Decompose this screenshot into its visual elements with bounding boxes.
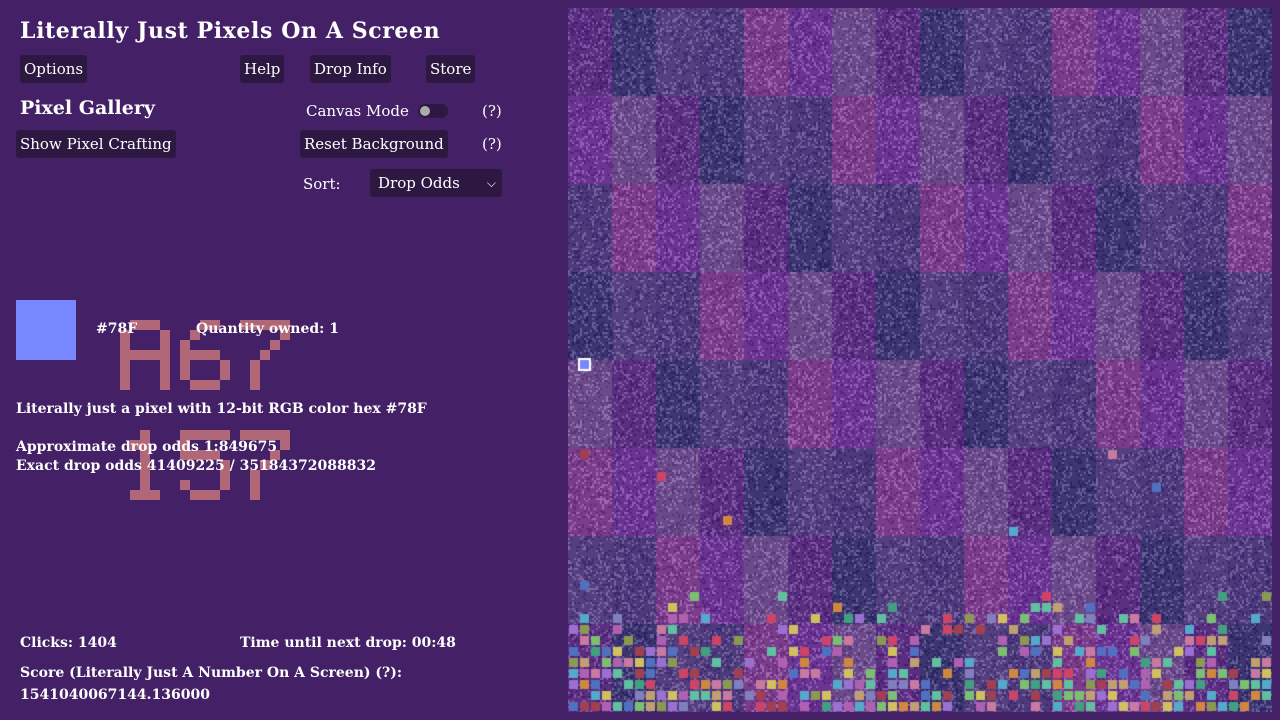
selected-pixel-hex: #78F (96, 321, 138, 337)
reset-background-help-hint[interactable]: (?) (482, 135, 502, 153)
canvas-mode-toggle[interactable] (418, 104, 448, 118)
exact-drop-odds: Exact drop odds 41409225 / 3518437208883… (16, 458, 376, 474)
score-label[interactable]: Score (Literally Just A Number On A Scre… (20, 665, 402, 681)
app-title: Literally Just Pixels On A Screen (20, 18, 441, 44)
clicks-counter: Clicks: 1404 (20, 635, 117, 651)
toggle-knob (420, 106, 430, 116)
pixel-canvas[interactable] (568, 8, 1272, 712)
drop-info-button[interactable]: Drop Info (310, 55, 391, 83)
sort-label: Sort: (303, 175, 341, 193)
reset-background-button[interactable]: Reset Background (300, 130, 448, 158)
pixel-canvas-area[interactable] (568, 8, 1272, 712)
approx-drop-odds: Approximate drop odds 1:849675 (16, 439, 278, 455)
big-hex-overlay (120, 320, 290, 500)
help-button[interactable]: Help (240, 55, 285, 83)
gallery-title: Pixel Gallery (20, 97, 155, 119)
show-pixel-crafting-button[interactable]: Show Pixel Crafting (16, 130, 176, 158)
score-value: 1541040067144.136000 (20, 687, 210, 703)
sort-select-value: Drop Odds (378, 174, 460, 192)
sort-select[interactable]: Drop Odds ⌵ (370, 169, 502, 197)
pixel-description: Literally just a pixel with 12-bit RGB c… (16, 401, 427, 417)
selected-pixel-swatch (16, 300, 76, 360)
options-button[interactable]: Options (20, 55, 88, 83)
chevron-down-icon: ⌵ (486, 176, 496, 190)
canvas-mode-help-hint[interactable]: (?) (482, 102, 502, 120)
next-drop-timer: Time until next drop: 00:48 (240, 635, 456, 651)
store-button[interactable]: Store (426, 55, 476, 83)
quantity-owned: Quantity owned: 1 (196, 321, 339, 337)
canvas-mode-label: Canvas Mode (306, 102, 409, 120)
